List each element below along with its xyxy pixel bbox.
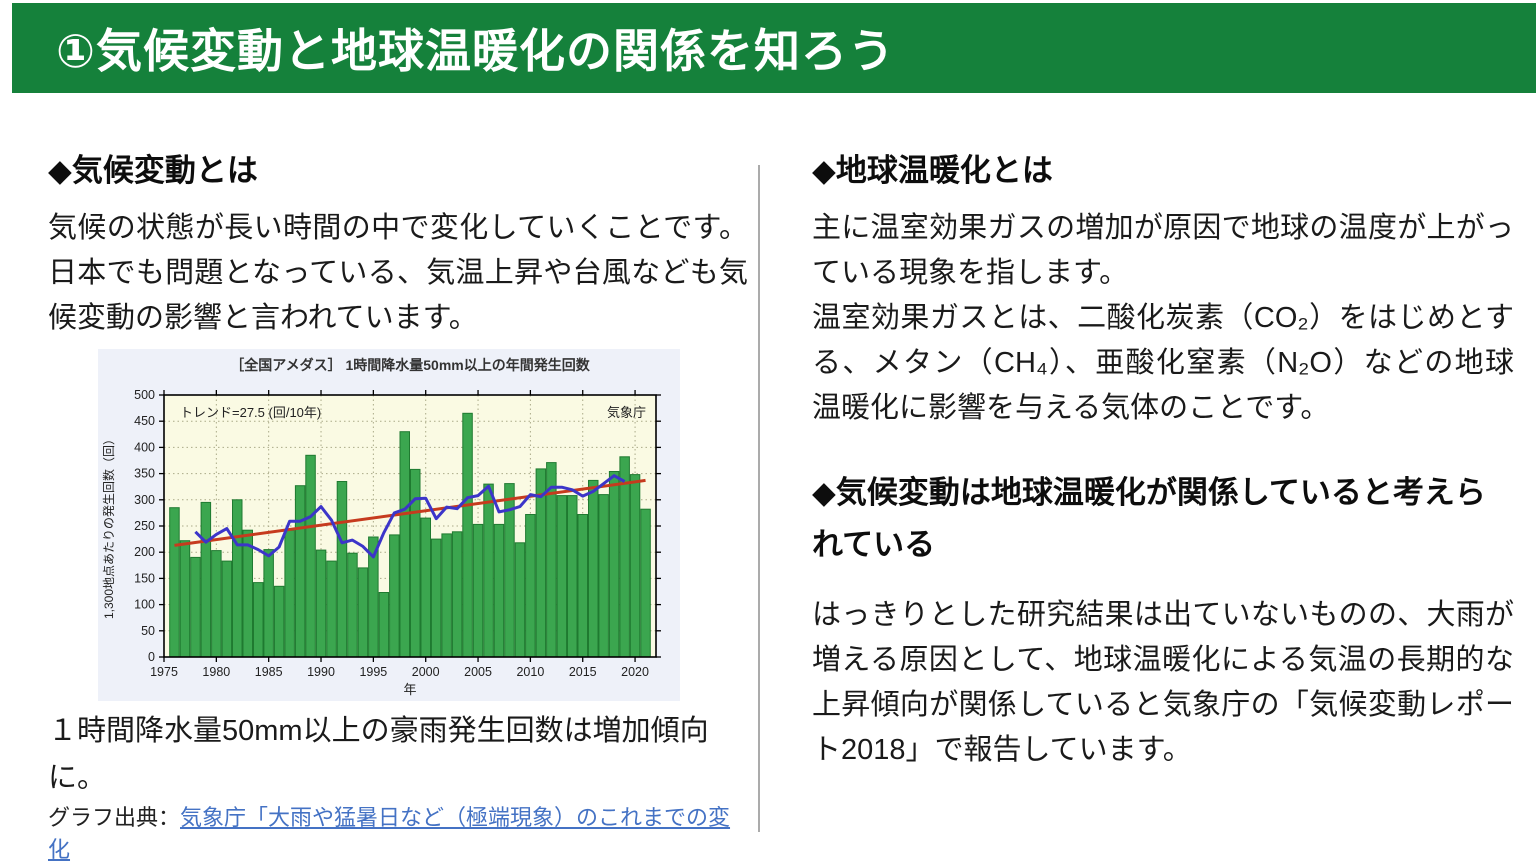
svg-text:2010: 2010 bbox=[516, 665, 544, 679]
svg-text:1985: 1985 bbox=[255, 665, 283, 679]
heading-climate-change: ◆気候変動とは bbox=[48, 153, 258, 188]
svg-text:2020: 2020 bbox=[621, 665, 649, 679]
svg-text:100: 100 bbox=[134, 598, 155, 612]
trend-line bbox=[174, 478, 646, 547]
svg-text:1995: 1995 bbox=[359, 665, 387, 679]
rainfall-chart: ［全国アメダス］ 1時間降水量50mm以上の年間発生回数 0 50 100 150 200… bbox=[98, 349, 680, 701]
svg-text:450: 450 bbox=[134, 414, 155, 428]
x-axis-label: 年 bbox=[403, 682, 416, 697]
chart-title: ［全国アメダス］ 1時間降水量50mm以上の年間発生回数 bbox=[230, 357, 590, 373]
svg-text:2000: 2000 bbox=[412, 665, 440, 679]
chart-source: グラフ出典：気象庁「大雨や猛暑日など（極端現象）のこれまでの変化 bbox=[48, 800, 748, 864]
source-label: グラフ出典： bbox=[48, 805, 181, 830]
svg-text:2005: 2005 bbox=[464, 665, 492, 679]
agency-label: 気象庁 bbox=[607, 405, 646, 420]
trend-annotation: トレンド=27.5 (回/10年) bbox=[180, 405, 321, 420]
moving-average-line bbox=[194, 474, 626, 559]
svg-text:0: 0 bbox=[148, 650, 155, 664]
y-tick-labels: 0 50 100 150 200 250 300 350 400 450 500 bbox=[134, 388, 155, 664]
chart-caption: １時間降水量50mm以上の豪雨発生回数は増加傾向に。 bbox=[48, 715, 709, 794]
rainfall-chart-svg: ［全国アメダス］ 1時間降水量50mm以上の年間発生回数 0 50 100 150 200… bbox=[98, 349, 680, 701]
svg-text:1975: 1975 bbox=[150, 665, 178, 679]
x-tick-labels: 1975 1980 1985 1990 1995 2000 2005 2010 2015 2020 bbox=[150, 665, 649, 679]
y-axis-label: 1,300地点あたりの発生回数（回） bbox=[101, 433, 116, 619]
source-link[interactable]: 気象庁「大雨や猛暑日など（極端現象）のこれまでの変化 bbox=[48, 805, 731, 862]
relation-paragraph: はっきりとした研究結果は出ていないものの、大雨が増える原因として、地球温暖化によ… bbox=[812, 598, 1514, 766]
svg-text:200: 200 bbox=[134, 545, 155, 559]
svg-text:50: 50 bbox=[141, 624, 155, 638]
header-banner: ①気候変動と地球温暖化の関係を知ろう bbox=[12, 3, 1536, 93]
svg-text:350: 350 bbox=[134, 467, 155, 481]
svg-text:150: 150 bbox=[134, 571, 155, 585]
rainfall-bars bbox=[169, 412, 651, 658]
page-title: ①気候変動と地球温暖化の関係を知ろう bbox=[56, 25, 895, 77]
svg-text:500: 500 bbox=[134, 388, 155, 402]
left-column: ◆気候変動とは 気候の状態が長い時間の中で変化していくことです。日本でも問題とな… bbox=[48, 150, 748, 341]
svg-text:1980: 1980 bbox=[202, 665, 230, 679]
column-divider bbox=[758, 165, 760, 832]
global-warming-paragraph-2: 温室効果ガスとは、二酸化炭素（CO₂）をはじめとする、メタン（CH₄）、亜酸化窒… bbox=[812, 301, 1514, 424]
right-column: ◆地球温暖化とは 主に温室効果ガスの増加が原因で地球の温度が上がっている現象を指… bbox=[812, 150, 1514, 773]
climate-change-paragraph: 気候の状態が長い時間の中で変化していくことです。日本でも問題となっている、気温上… bbox=[48, 211, 748, 334]
heading-relation: ◆気候変動は地球温暖化が関係していると考えられている bbox=[812, 474, 1486, 562]
svg-text:1990: 1990 bbox=[307, 665, 335, 679]
axis-ticks bbox=[159, 390, 661, 662]
svg-text:250: 250 bbox=[134, 519, 155, 533]
heading-global-warming: ◆地球温暖化とは bbox=[812, 153, 1053, 188]
svg-text:2015: 2015 bbox=[569, 665, 597, 679]
svg-text:300: 300 bbox=[134, 493, 155, 507]
svg-text:400: 400 bbox=[134, 440, 155, 454]
global-warming-paragraph-1: 主に温室効果ガスの増加が原因で地球の温度が上がっている現象を指します。 bbox=[812, 211, 1514, 289]
